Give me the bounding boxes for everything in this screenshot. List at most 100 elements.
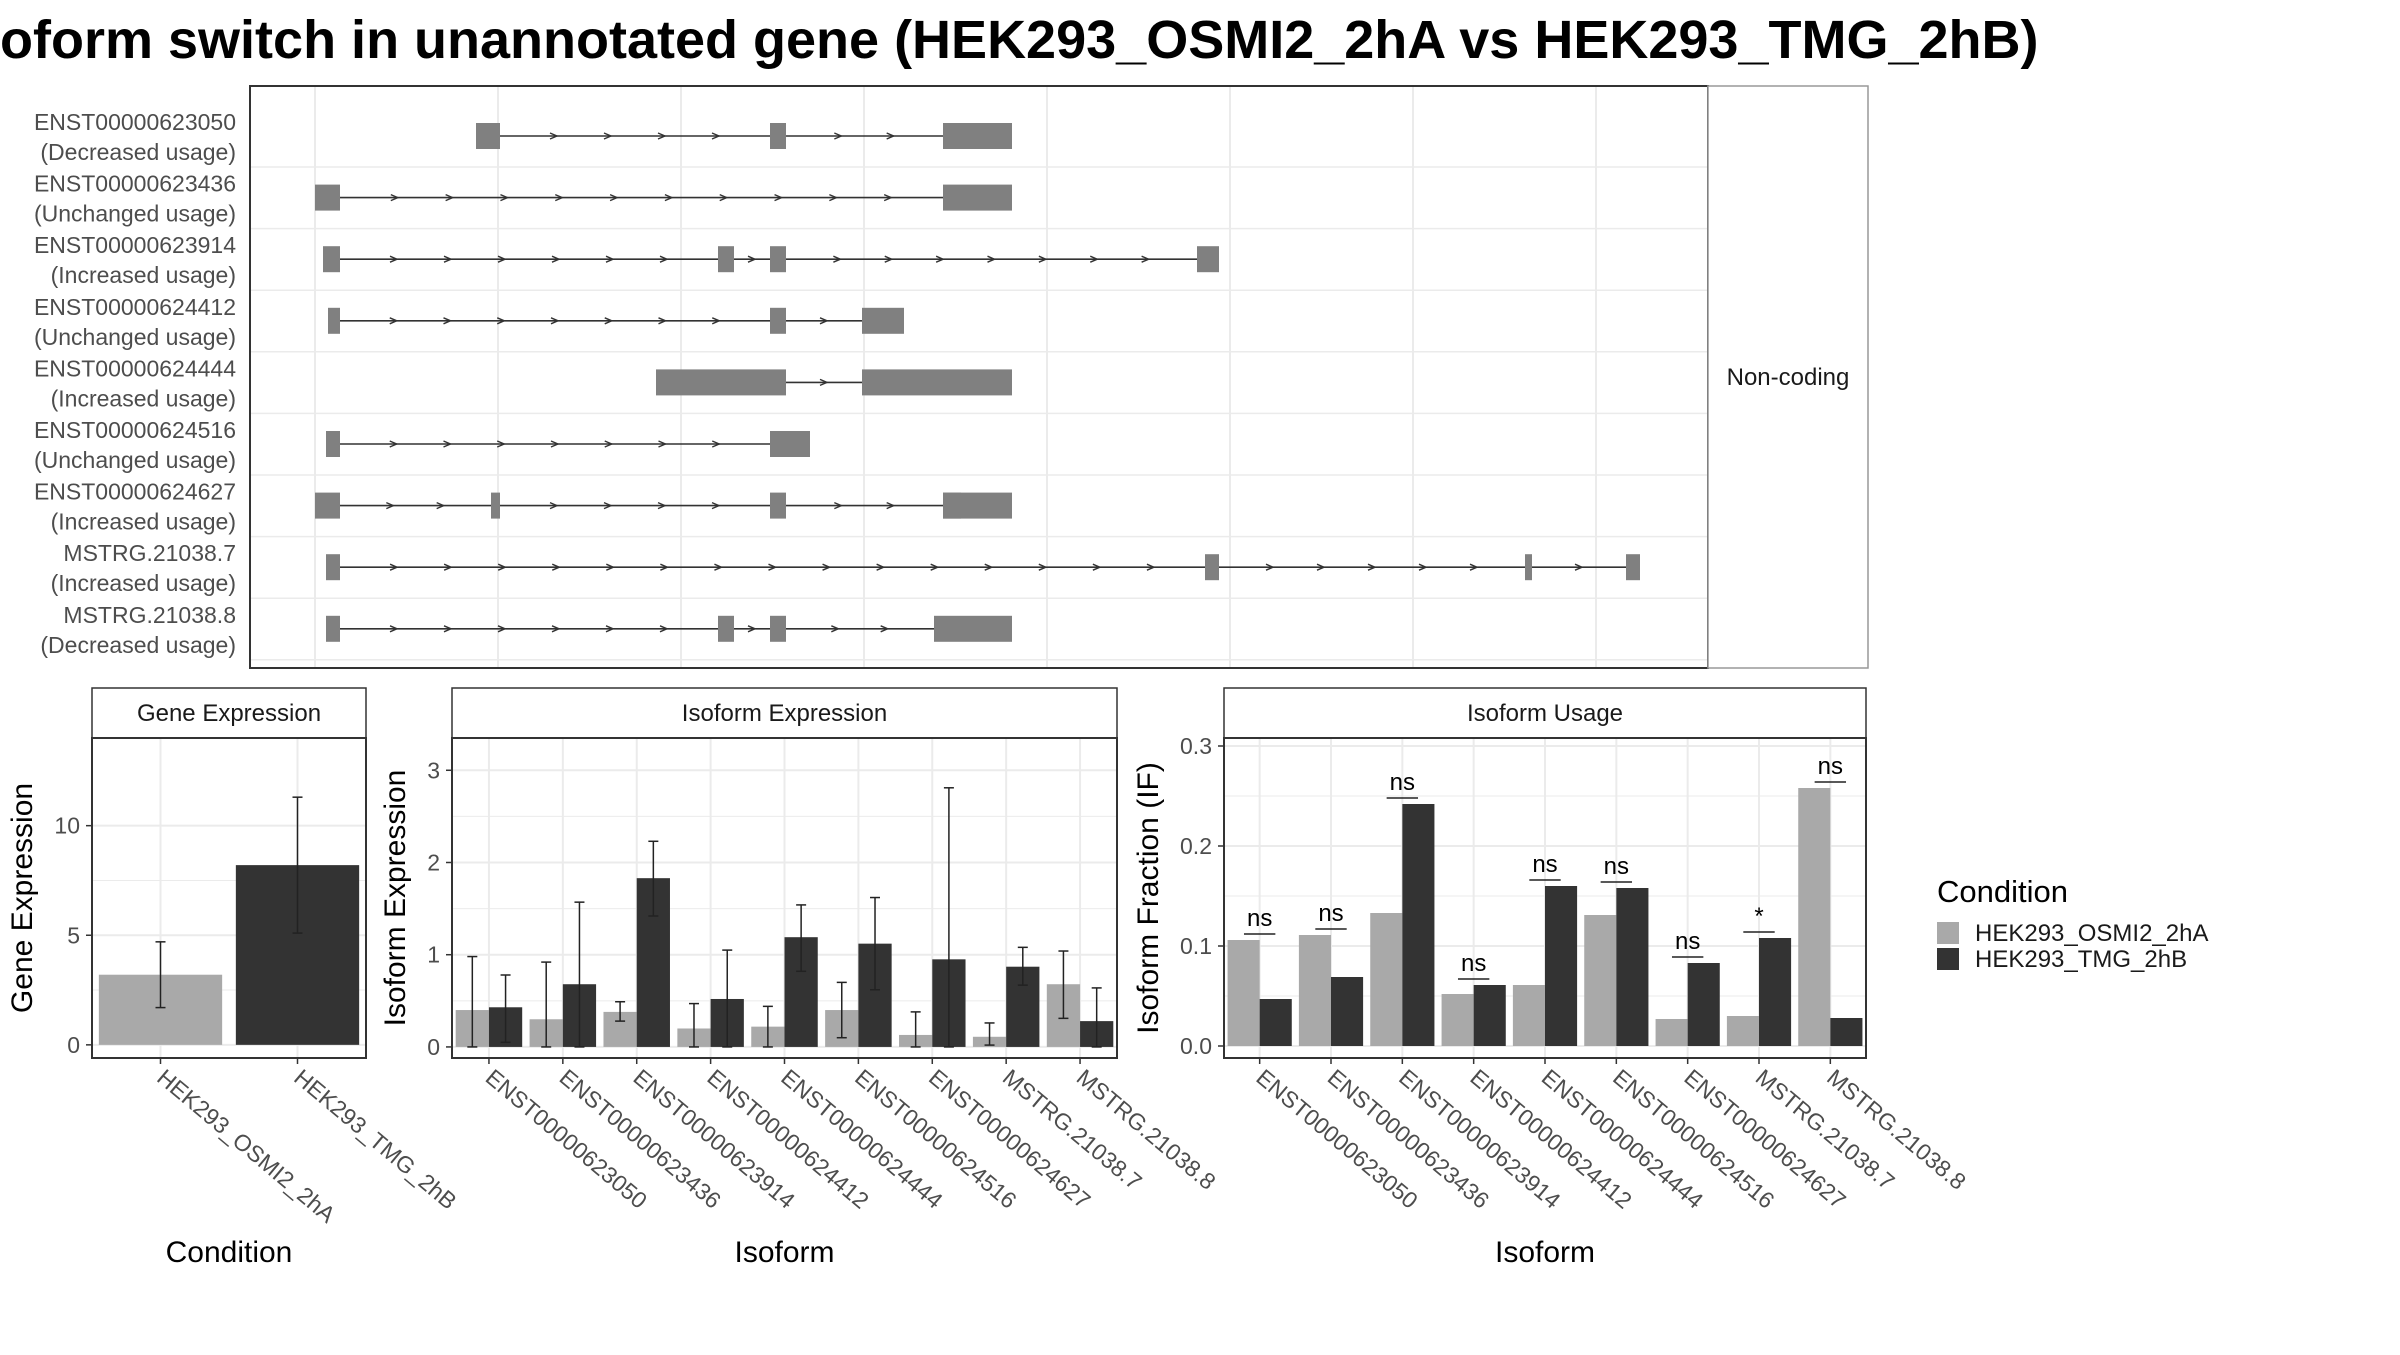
significance-label: ns — [1461, 950, 1486, 977]
transcript-usage: (Increased usage) — [51, 509, 236, 535]
bar — [1655, 1019, 1688, 1046]
bar — [1512, 985, 1545, 1046]
y-tick-label: 0.2 — [1180, 833, 1212, 859]
legend-title: Condition — [1937, 874, 2068, 909]
intron-arrow — [390, 193, 400, 202]
intron-arrow — [880, 625, 890, 633]
intron-arrow — [386, 501, 396, 510]
intron-arrow — [886, 132, 896, 140]
transcript-name: ENST00000624412 — [34, 294, 236, 320]
exon — [315, 184, 340, 211]
exon — [862, 307, 904, 334]
bar — [1331, 977, 1364, 1046]
intron-arrow — [719, 193, 729, 202]
intron-arrow — [604, 317, 614, 325]
bar — [1798, 788, 1831, 1046]
y-tick-label: 0.1 — [1180, 933, 1212, 959]
intron-arrow — [1574, 563, 1584, 571]
intron-arrow — [1367, 563, 1377, 571]
intron-arrow — [1038, 563, 1048, 571]
panel-strip-label: Gene Expression — [137, 700, 321, 727]
transcript-name: ENST00000624516 — [34, 417, 236, 443]
intron-arrow — [436, 501, 446, 510]
y-tick-label: 2 — [427, 849, 440, 875]
intron-arrow — [711, 440, 722, 448]
exon — [934, 615, 1012, 642]
intron-arrow — [658, 440, 668, 448]
y-tick-label: 5 — [67, 922, 80, 948]
exon — [476, 123, 500, 149]
intron-arrow — [496, 317, 507, 325]
plot-border — [451, 737, 1118, 1059]
intron-arrow — [549, 501, 559, 510]
intron-arrow — [833, 255, 843, 263]
significance-label: ns — [1818, 753, 1843, 780]
y-tick-label: 0.3 — [1180, 733, 1212, 759]
transcript-usage: (Increased usage) — [51, 385, 236, 411]
exon — [326, 431, 340, 457]
legend-swatch — [1937, 922, 1959, 944]
intron-arrow — [987, 255, 997, 263]
intron-arrow — [747, 255, 757, 263]
intron-arrow — [1316, 563, 1326, 571]
y-axis-title: Gene Expression — [6, 783, 39, 1013]
intron-arrow — [605, 625, 615, 633]
intron-arrow — [711, 501, 721, 510]
intron-arrow — [497, 255, 507, 263]
intron-arrow — [443, 625, 453, 633]
bar — [1616, 888, 1649, 1046]
legend-label: HEK293_TMG_2hB — [1975, 946, 2187, 973]
intron-arrow — [443, 317, 453, 325]
exon — [1626, 554, 1640, 581]
intron-arrow — [1469, 563, 1479, 571]
bar — [1830, 1018, 1863, 1046]
significance-label: ns — [1604, 853, 1629, 880]
exon — [326, 554, 340, 581]
x-axis-title: Condition — [166, 1236, 293, 1269]
intron-arrow — [609, 193, 619, 202]
intron-arrow — [603, 501, 613, 510]
intron-arrow — [550, 317, 560, 325]
intron-arrow — [389, 625, 399, 633]
x-axis-title: Isoform — [1495, 1236, 1595, 1269]
exon — [1197, 246, 1219, 273]
intron-arrow — [659, 625, 669, 633]
intron-arrow — [834, 132, 844, 140]
intron-arrow — [604, 440, 614, 448]
intron-arrow — [1089, 255, 1100, 263]
y-tick-label: 0.0 — [1180, 1033, 1212, 1059]
intron-arrow — [389, 317, 399, 325]
intron-arrow — [886, 501, 896, 510]
panel-strip — [451, 687, 1118, 739]
exon — [328, 307, 340, 334]
figure-title: Isoform switch in unannotated gene (HEK2… — [0, 10, 2038, 70]
panel-strip-label: Isoform Usage — [1467, 700, 1623, 727]
intron-arrow — [664, 193, 674, 202]
intron-arrow — [389, 563, 399, 571]
intron-arrow — [834, 501, 844, 510]
panel-strip-label: Isoform Expression — [682, 700, 887, 727]
intron-arrow — [747, 625, 757, 633]
significance-label: ns — [1318, 900, 1343, 927]
exon — [718, 246, 734, 273]
intron-arrow — [551, 255, 561, 263]
intron-arrow — [658, 317, 668, 325]
intron-arrow — [1038, 255, 1048, 263]
transcript-name: ENST00000624444 — [34, 355, 236, 381]
intron-arrow — [1146, 563, 1156, 571]
intron-arrow — [551, 563, 562, 571]
y-tick-label: 0 — [67, 1032, 80, 1058]
intron-arrow — [605, 255, 615, 263]
intron-arrow — [659, 255, 669, 263]
bar — [1687, 963, 1720, 1046]
intron-arrow — [606, 563, 616, 571]
bar — [1545, 886, 1578, 1046]
bar — [1227, 940, 1260, 1046]
intron-arrow — [984, 563, 994, 571]
exon — [770, 492, 786, 519]
transcript-usage: (Increased usage) — [51, 262, 236, 288]
transcript-name: ENST00000623914 — [34, 232, 236, 258]
intron-arrow — [554, 193, 565, 202]
